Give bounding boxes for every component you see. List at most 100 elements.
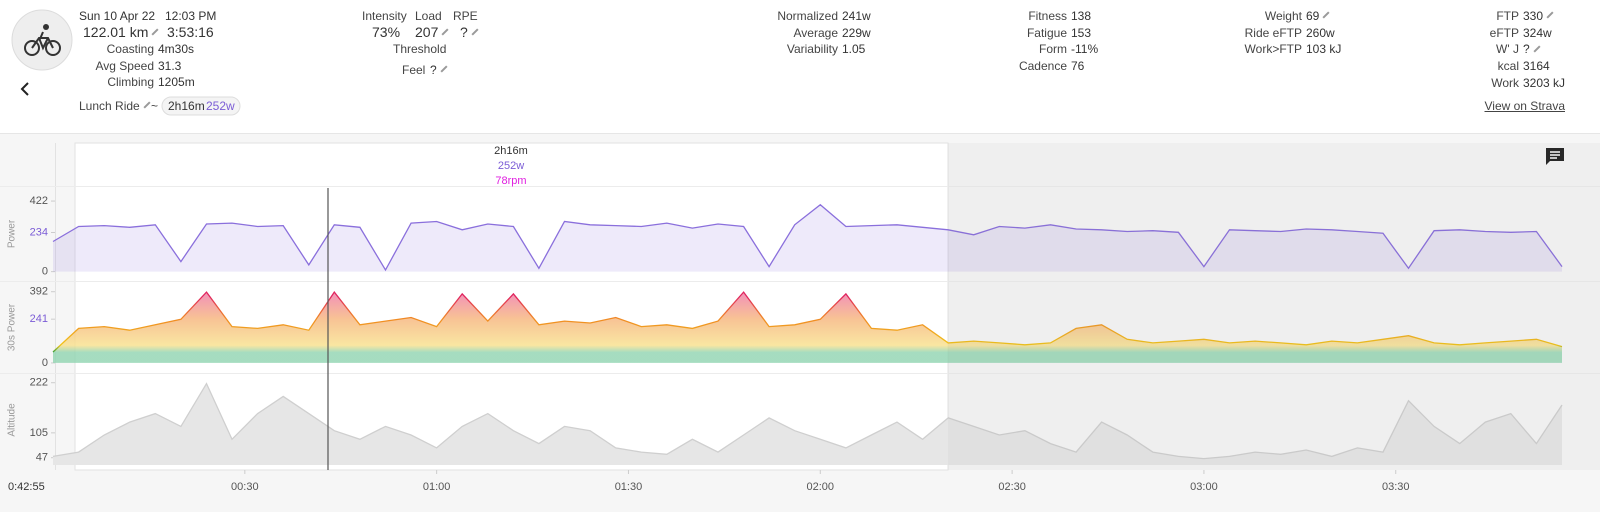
- load-label: Load: [415, 9, 442, 23]
- unselected-shade: [948, 143, 1600, 470]
- time: 12:03 PM: [165, 9, 217, 23]
- stat-label: Cadence: [1018, 59, 1067, 74]
- y-tick-label: 0: [42, 266, 48, 278]
- activity-icon: [11, 9, 73, 71]
- y-tick-label: 392: [30, 286, 48, 298]
- stat-label: Fitness: [1028, 9, 1067, 23]
- stat-value: 103 kJ: [1306, 42, 1342, 57]
- stat-value: 1205m: [158, 75, 195, 90]
- y-tick-label: 422: [30, 195, 48, 207]
- threshold: Threshold: [393, 42, 447, 56]
- load-value: ?: [460, 24, 468, 40]
- stat-label: Normalized: [777, 9, 838, 23]
- panel-label: Altitude: [7, 403, 18, 437]
- stat-label: Coasting: [106, 42, 154, 56]
- stat-label: kcal: [1497, 59, 1519, 74]
- cursor-time: 0:42:55: [8, 481, 45, 493]
- edit-icon[interactable]: [440, 65, 448, 73]
- stat-value: 330: [1523, 9, 1544, 23]
- x-tick-label: 03:00: [1190, 481, 1218, 493]
- stat-value: 153: [1071, 25, 1092, 40]
- y-tick-label: 0: [42, 357, 48, 369]
- tooltip-cadence: 78rpm: [495, 175, 526, 187]
- stat-label: Climbing: [107, 75, 154, 90]
- stat-value-wrap: 69: [1306, 9, 1332, 23]
- y-tick-label: 241: [30, 313, 48, 325]
- feel-value: ?: [430, 63, 437, 77]
- stat-value: 138: [1071, 9, 1092, 23]
- stat-value: 229w: [842, 25, 871, 40]
- stat-value: 3203 kJ: [1523, 75, 1566, 90]
- stat-label: Avg Speed: [95, 58, 155, 73]
- x-tick-label: 03:30: [1382, 481, 1410, 493]
- stat-value: 1.05: [842, 42, 866, 57]
- stat-label: Form: [1039, 42, 1067, 57]
- stat-value: ?: [1523, 42, 1530, 57]
- feel-label: Feel: [402, 63, 426, 77]
- tooltip-duration: 2h16m: [494, 145, 528, 157]
- panel-label: 30s Power: [7, 303, 18, 351]
- stat-value: 4m30s: [158, 42, 195, 56]
- y-tick-label: 222: [30, 377, 48, 389]
- load-label: Intensity: [362, 9, 407, 23]
- stat-label: W' J: [1496, 42, 1519, 57]
- stat-label: Work: [1491, 75, 1519, 90]
- stat-label: FTP: [1496, 9, 1519, 23]
- load-value-wrap: ?: [460, 25, 481, 39]
- stat-label: Ride eFTP: [1244, 25, 1302, 40]
- x-tick-label: 02:00: [807, 481, 835, 493]
- edit-icon[interactable]: [441, 28, 449, 36]
- edit-icon[interactable]: [143, 101, 151, 109]
- back-button[interactable]: [20, 82, 29, 96]
- trace-line: [52, 382, 1563, 460]
- panel-label: Power: [7, 219, 18, 248]
- load-value: 207: [415, 24, 439, 40]
- edit-icon[interactable]: [1533, 45, 1541, 53]
- y-tick-label: 47: [36, 452, 48, 464]
- trace-area: [53, 292, 1562, 363]
- x-tick-label: 02:30: [998, 481, 1026, 493]
- edit-icon[interactable]: [1322, 11, 1330, 19]
- date: Sun 10 Apr 22: [79, 9, 156, 23]
- load-value: 73%: [372, 24, 401, 40]
- activity-name-wrap: Lunch Ride: [79, 99, 153, 113]
- separator: ~: [151, 99, 159, 113]
- interval-chip[interactable]: [161, 96, 241, 116]
- edit-icon[interactable]: [471, 28, 479, 36]
- load-value-wrap: 207: [415, 25, 451, 39]
- edit-icon[interactable]: [151, 28, 159, 36]
- edit-icon[interactable]: [1546, 11, 1554, 19]
- duration: 3:53:16: [167, 24, 214, 40]
- interval-duration: 2h16m: [168, 99, 205, 113]
- activity-name: Lunch Ride: [79, 99, 140, 113]
- stat-label: eFTP: [1489, 25, 1519, 40]
- trace-line: [52, 203, 1563, 272]
- interval-power: 252w: [206, 99, 235, 113]
- x-tick-label: 01:00: [423, 481, 451, 493]
- trace-area: [53, 204, 1562, 272]
- trace-area: [53, 383, 1562, 465]
- x-tick-label: 00:30: [231, 481, 259, 493]
- stat-label: Average: [793, 25, 838, 40]
- y-tick-label: 105: [30, 427, 48, 439]
- stat-value: 69: [1306, 9, 1320, 23]
- feel-value-wrap: ?: [430, 63, 450, 77]
- stat-value: 324w: [1523, 25, 1552, 40]
- load-label: RPE: [453, 9, 478, 23]
- stat-value: 31.3: [158, 58, 182, 73]
- stat-value: 241w: [842, 9, 871, 23]
- y-tick-label: 234: [30, 226, 48, 238]
- x-tick-label: 01:30: [615, 481, 643, 493]
- stat-value: -11%: [1071, 42, 1099, 57]
- distance-wrap: 122.01 km: [83, 25, 161, 39]
- distance: 122.01 km: [83, 24, 149, 40]
- comments-icon[interactable]: [1546, 148, 1564, 165]
- tooltip-power: 252w: [498, 160, 524, 172]
- stat-label: Fatigue: [1026, 25, 1067, 40]
- stat-value: 260w: [1306, 25, 1335, 40]
- stat-value-wrap: 330: [1523, 9, 1556, 23]
- strava-link[interactable]: View on Strava: [1484, 99, 1566, 113]
- stat-value: 3164: [1523, 59, 1550, 74]
